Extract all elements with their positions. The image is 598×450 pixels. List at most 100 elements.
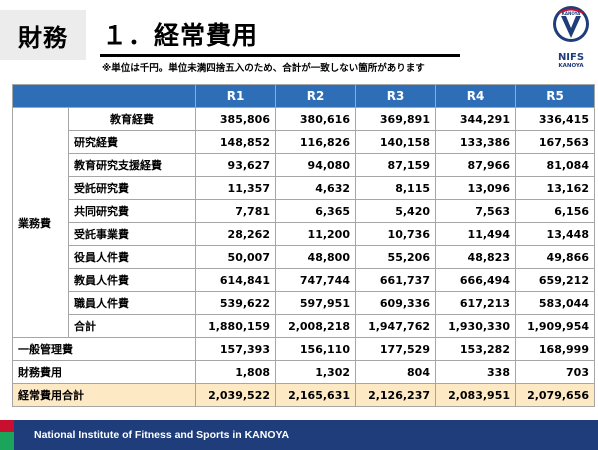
value-cell: 81,084 — [515, 153, 595, 177]
value-cell: 1,909,954 — [515, 314, 595, 338]
value-cell: 583,044 — [515, 291, 595, 315]
value-cell: 133,386 — [435, 130, 516, 154]
value-cell: 148,852 — [195, 130, 276, 154]
value-cell: 11,494 — [435, 222, 516, 246]
table-header-row: R1 R2 R3 R4 R5 — [12, 84, 595, 108]
column-header: R2 — [275, 84, 356, 108]
category-label: 財務 — [0, 10, 86, 60]
table-row: 財務費用 1,808 1,302 804 338 703 — [12, 360, 595, 384]
logo-word: NIFS — [557, 52, 585, 63]
item-label: 役員人件費 — [68, 245, 196, 269]
value-cell: 614,841 — [195, 268, 276, 292]
group-label: 業務費 — [12, 107, 69, 338]
value-cell: 50,007 — [195, 245, 276, 269]
footer-accent-red — [0, 420, 14, 432]
value-cell: 11,200 — [275, 222, 356, 246]
value-cell: 2,008,218 — [275, 314, 356, 338]
footer-bar: National Institute of Fitness and Sports… — [0, 420, 598, 450]
column-header: R1 — [195, 84, 276, 108]
value-cell: 28,262 — [195, 222, 276, 246]
value-cell: 5,420 — [355, 199, 436, 223]
table-row: 合計 1,880,159 2,008,218 1,947,762 1,930,330 1,… — [13, 314, 595, 338]
value-cell: 6,156 — [515, 199, 595, 223]
value-cell: 157,393 — [195, 337, 276, 361]
item-label: 教育経費 — [68, 107, 196, 131]
subtotal-label: 合計 — [68, 314, 196, 338]
unit-note: ※単位は千円。単位未満四捨五入のため、合計が一致しない箇所があります — [102, 63, 425, 74]
table-row: 受託事業費 28,262 11,200 10,736 11,494 13,448 — [13, 222, 595, 246]
grand-total-row: 経常費用合計 2,039,522 2,165,631 2,126,237 2,083,9… — [12, 383, 595, 407]
value-cell: 168,999 — [515, 337, 595, 361]
value-cell: 2,165,631 — [275, 383, 356, 407]
value-cell: 1,930,330 — [435, 314, 516, 338]
column-header: R3 — [355, 84, 436, 108]
value-cell: 48,800 — [275, 245, 356, 269]
column-header: R5 — [515, 84, 595, 108]
table-row: 教員人件費 614,841 747,744 661,737 666,494 659,212 — [13, 268, 595, 292]
nifs-logo: KANOYA NIFS KANOYA — [546, 4, 596, 69]
table-row: 業務費 教育経費 385,806 380,616 369,891 344,291 336,4… — [12, 107, 595, 338]
table-row: 受託研究費 11,357 4,632 8,115 13,096 13,162 — [13, 176, 595, 200]
item-label: 受託事業費 — [68, 222, 196, 246]
value-cell: 11,357 — [195, 176, 276, 200]
value-cell: 48,823 — [435, 245, 516, 269]
value-cell: 804 — [355, 360, 436, 384]
table-row: 共同研究費 7,781 6,365 5,420 7,563 6,156 — [13, 199, 595, 223]
item-label: 職員人件費 — [68, 291, 196, 315]
value-cell: 6,365 — [275, 199, 356, 223]
value-cell: 385,806 — [195, 107, 276, 131]
value-cell: 13,162 — [515, 176, 595, 200]
table-row: 一般管理費 157,393 156,110 177,529 153,282 168,999 — [12, 337, 595, 361]
value-cell: 2,083,951 — [435, 383, 516, 407]
value-cell: 539,622 — [195, 291, 276, 315]
value-cell: 2,039,522 — [195, 383, 276, 407]
expense-table: R1 R2 R3 R4 R5 業務費 教育経費 385,806 380,616 369,… — [12, 84, 595, 407]
table-row: 役員人件費 50,007 48,800 55,206 48,823 49,866 — [13, 245, 595, 269]
value-cell: 7,781 — [195, 199, 276, 223]
value-cell: 153,282 — [435, 337, 516, 361]
item-label: 研究経費 — [68, 130, 196, 154]
table-row: 教育研究支援経費 93,627 94,080 87,159 87,966 81,084 — [13, 153, 595, 177]
value-cell: 1,880,159 — [195, 314, 276, 338]
value-cell: 8,115 — [355, 176, 436, 200]
value-cell: 659,212 — [515, 268, 595, 292]
value-cell: 747,744 — [275, 268, 356, 292]
value-cell: 94,080 — [275, 153, 356, 177]
value-cell: 338 — [435, 360, 516, 384]
value-cell: 2,126,237 — [355, 383, 436, 407]
value-cell: 380,616 — [275, 107, 356, 131]
value-cell: 116,826 — [275, 130, 356, 154]
item-label: 財務費用 — [12, 360, 196, 384]
value-cell: 1,808 — [195, 360, 276, 384]
page-title: １．経常費用 — [102, 21, 259, 50]
column-header: R4 — [435, 84, 516, 108]
value-cell: 87,966 — [435, 153, 516, 177]
value-cell: 2,079,656 — [515, 383, 595, 407]
item-label: 教育研究支援経費 — [68, 153, 196, 177]
footer-text: National Institute of Fitness and Sports… — [34, 429, 290, 441]
value-cell: 140,158 — [355, 130, 436, 154]
footer-accent-green — [0, 432, 14, 450]
value-cell: 49,866 — [515, 245, 595, 269]
item-label: 教員人件費 — [68, 268, 196, 292]
title-underline — [100, 54, 460, 57]
header-blank-cell — [12, 84, 196, 108]
table-row: 職員人件費 539,622 597,951 609,336 617,213 583,044 — [13, 291, 595, 315]
value-cell: 167,563 — [515, 130, 595, 154]
value-cell: 13,448 — [515, 222, 595, 246]
value-cell: 344,291 — [435, 107, 516, 131]
value-cell: 1,302 — [275, 360, 356, 384]
value-cell: 87,159 — [355, 153, 436, 177]
value-cell: 369,891 — [355, 107, 436, 131]
value-cell: 661,737 — [355, 268, 436, 292]
value-cell: 4,632 — [275, 176, 356, 200]
value-cell: 177,529 — [355, 337, 436, 361]
shield-logo-icon: KANOYA — [553, 6, 589, 42]
value-cell: 93,627 — [195, 153, 276, 177]
value-cell: 10,736 — [355, 222, 436, 246]
item-label: 共同研究費 — [68, 199, 196, 223]
value-cell: 156,110 — [275, 337, 356, 361]
value-cell: 7,563 — [435, 199, 516, 223]
grand-total-label: 経常費用合計 — [12, 383, 196, 407]
value-cell: 666,494 — [435, 268, 516, 292]
